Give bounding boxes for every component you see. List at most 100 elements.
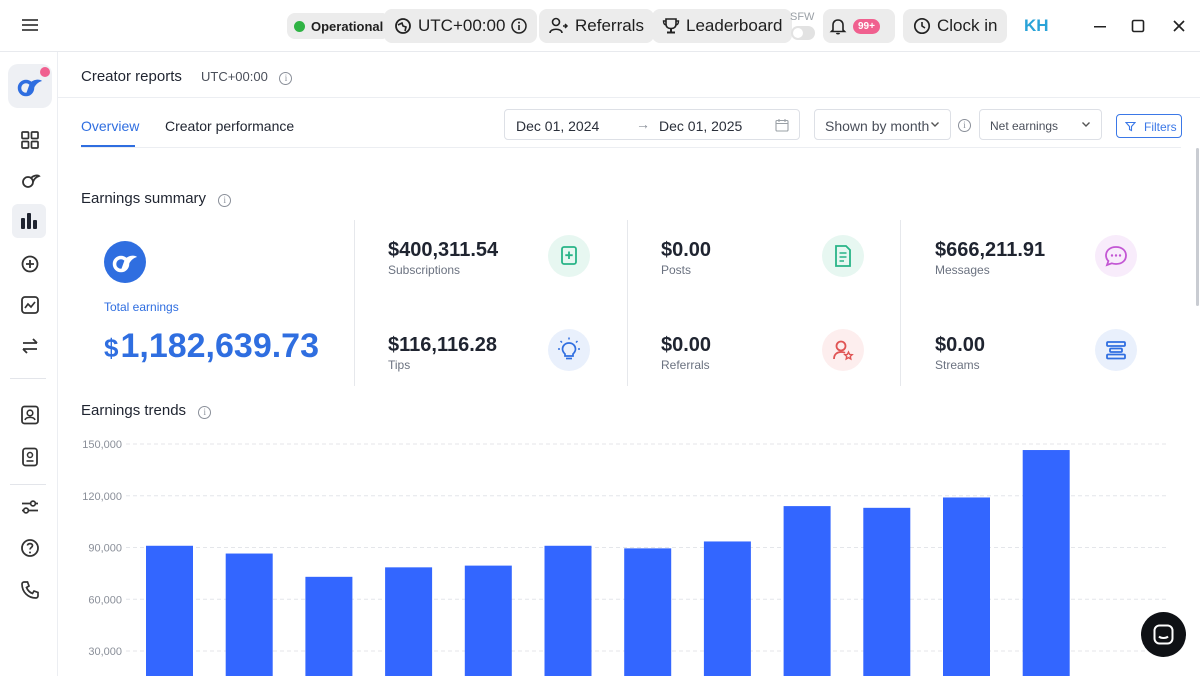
referrals-button[interactable]: Referrals: [539, 9, 654, 43]
add-circle-icon[interactable]: [18, 252, 42, 276]
chevron-down-icon: [1082, 122, 1090, 127]
status-label: Operational: [311, 18, 384, 34]
posts-value: $0.00: [661, 239, 712, 261]
chart-bar[interactable]: [225, 553, 273, 676]
tab-creator-performance[interactable]: Creator performance: [165, 118, 295, 134]
page-title: Creator reports: [81, 68, 182, 85]
creators-icon[interactable]: [18, 169, 42, 193]
referrals-label: Referrals: [575, 16, 644, 35]
scrollbar[interactable]: [1196, 148, 1199, 306]
menu-icon[interactable]: [20, 15, 40, 35]
chevron-down-icon: [931, 122, 939, 127]
filters-label: Filters: [1144, 120, 1177, 134]
transfer-icon[interactable]: [18, 334, 42, 358]
chart-bar[interactable]: [943, 497, 990, 676]
grouping-value: Shown by month: [825, 118, 930, 134]
leaderboard-label: Leaderboard: [686, 16, 783, 35]
tips-label: Tips: [388, 358, 411, 372]
notifications-badge: 99+: [853, 18, 880, 34]
top-bar: Operational UTC+00:00 Referrals Leaderbo…: [0, 0, 1200, 52]
summary-divider: [627, 220, 628, 386]
leaderboard-button[interactable]: Leaderboard: [652, 9, 793, 43]
date-from[interactable]: Dec 01, 2024: [516, 118, 600, 134]
page-header: Creator reports UTC+00:00 i: [58, 52, 1200, 98]
earnings-trends-chart: 150,000 120,000 90,000 60,000 30,000: [70, 430, 1180, 676]
info-icon[interactable]: i: [218, 194, 232, 207]
streams-label: Streams: [935, 358, 980, 372]
y-tick-label: 120,000: [82, 491, 122, 503]
id-card-icon[interactable]: [18, 445, 42, 469]
chart-bar[interactable]: [624, 548, 672, 676]
chart-bar[interactable]: [1022, 450, 1070, 676]
streams-value: $0.00: [935, 334, 986, 356]
contacts-icon[interactable]: [18, 403, 42, 427]
tips-icon: [548, 329, 590, 371]
filter-icon: [1125, 121, 1136, 132]
posts-label: Posts: [661, 263, 692, 277]
referrals-icon: [822, 329, 864, 371]
earnings-trends-label: Earnings trends: [81, 402, 187, 419]
help-icon[interactable]: [18, 536, 42, 560]
messages-icon: [1095, 235, 1137, 277]
chart-bar[interactable]: [146, 545, 193, 676]
earnings-summary-label: Earnings summary: [81, 190, 207, 207]
close-icon[interactable]: [1167, 14, 1191, 38]
globe-icon: [395, 18, 411, 34]
referrals-earnings-value: $0.00: [661, 334, 712, 356]
minimize-icon[interactable]: [1088, 14, 1112, 38]
settings-sliders-icon[interactable]: [18, 495, 42, 519]
notifications-button[interactable]: 99+: [823, 9, 895, 43]
earnings-summary-title: Earnings summary i: [81, 190, 232, 207]
sidebar-divider: [10, 484, 46, 485]
chart-bar[interactable]: [305, 576, 353, 676]
chart-bar[interactable]: [464, 565, 512, 676]
sidebar-divider: [10, 378, 46, 379]
page-timezone: UTC+00:00 i: [201, 69, 293, 85]
phone-icon[interactable]: [18, 578, 42, 602]
metric-select[interactable]: Net earnings: [979, 109, 1102, 140]
dashboard-icon[interactable]: [18, 128, 42, 152]
clock-icon: [913, 17, 931, 35]
status-badge[interactable]: Operational: [287, 13, 391, 39]
info-icon: [511, 18, 528, 34]
tabs-divider: [81, 147, 1181, 148]
tab-overview[interactable]: Overview: [81, 118, 140, 134]
filters-button[interactable]: Filters: [1116, 114, 1182, 138]
total-earnings-amount: 1,182,639.73: [120, 327, 319, 365]
clock-in-button[interactable]: Clock in: [903, 9, 1008, 43]
reports-nav-item[interactable]: [12, 204, 46, 238]
messages-label: Messages: [935, 263, 990, 277]
date-to[interactable]: Dec 01, 2025: [659, 118, 743, 134]
sfw-toggle[interactable]: [791, 26, 815, 40]
metric-value: Net earnings: [990, 119, 1059, 133]
info-icon[interactable]: i: [279, 72, 293, 85]
info-icon[interactable]: i: [198, 406, 212, 419]
y-tick-label: 60,000: [88, 594, 122, 606]
chart-bar[interactable]: [703, 541, 751, 676]
chart-bar[interactable]: [385, 567, 433, 676]
sfw-label: SFW: [790, 11, 815, 23]
referrals-icon: [549, 17, 569, 34]
y-tick-label: 30,000: [88, 646, 122, 658]
grouping-select[interactable]: Shown by month: [814, 109, 951, 140]
analytics-icon[interactable]: [18, 293, 42, 317]
active-tab-indicator: [81, 145, 135, 147]
chat-support-button[interactable]: [1141, 612, 1186, 657]
calendar-icon: [775, 119, 789, 132]
chart-bar[interactable]: [544, 545, 592, 676]
page-timezone-label: UTC+00:00: [201, 69, 268, 84]
subscriptions-icon: [548, 235, 590, 277]
timezone-button[interactable]: UTC+00:00: [384, 9, 538, 43]
chart-bar[interactable]: [863, 507, 911, 676]
clock-in-label: Clock in: [937, 16, 998, 35]
total-earnings-logo: [104, 241, 146, 283]
posts-icon: [822, 235, 864, 277]
summary-divider: [900, 220, 901, 386]
avatar[interactable]: KH: [1024, 16, 1049, 35]
chat-icon: [1153, 624, 1174, 645]
info-icon[interactable]: i: [958, 119, 971, 132]
y-tick-label: 90,000: [88, 543, 122, 555]
chart-bar[interactable]: [783, 506, 831, 676]
date-range-picker[interactable]: Dec 01, 2024 → Dec 01, 2025: [504, 109, 800, 140]
maximize-icon[interactable]: [1126, 14, 1150, 38]
